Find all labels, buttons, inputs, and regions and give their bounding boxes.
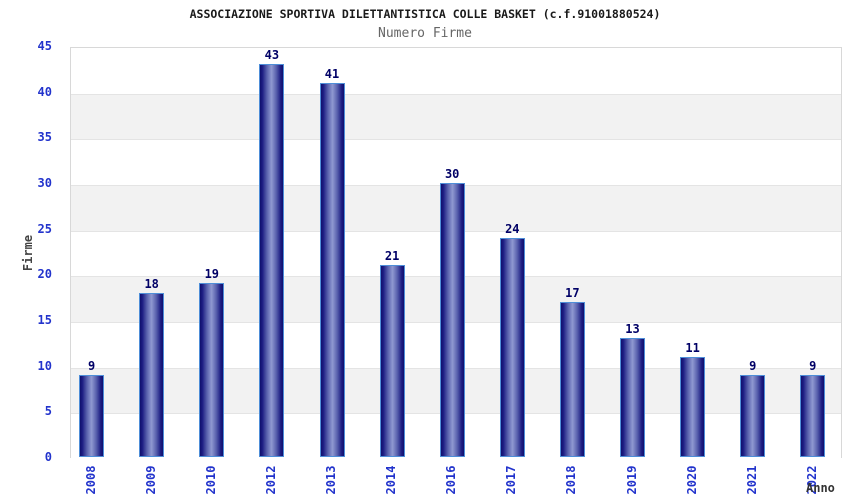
bar-2013	[319, 82, 345, 457]
y-tick-label: 5	[44, 404, 52, 419]
x-tick-label: 2016	[444, 465, 459, 495]
y-tick-label: 10	[37, 358, 52, 373]
bar-2019	[620, 338, 645, 457]
y-tick-label: 45	[37, 39, 52, 53]
bar-value-label: 18	[144, 276, 159, 291]
bar-2020	[680, 356, 706, 457]
x-tick-label: 2013	[324, 465, 338, 495]
y-tick-label: 40	[37, 84, 52, 99]
bar-2018	[559, 301, 585, 457]
bar-value-label: 17	[565, 285, 580, 300]
bar-2008	[79, 374, 105, 457]
x-axis-title: Anno	[806, 481, 835, 495]
x-tick-label: 2020	[684, 465, 699, 495]
gridline	[71, 139, 841, 141]
bar-value-label: 9	[809, 358, 817, 373]
x-tick-label: 2018	[564, 465, 579, 495]
plot-band	[71, 93, 841, 140]
bar-value-label: 41	[324, 66, 340, 81]
bar-2009	[139, 292, 165, 457]
bar-2016	[439, 183, 465, 457]
x-tick-label: 2021	[744, 465, 759, 495]
y-tick-label: 25	[37, 221, 52, 236]
y-tick-label: 15	[37, 313, 52, 327]
x-tick-label: 2019	[624, 465, 639, 495]
x-tick-label: 2009	[143, 465, 158, 495]
bar-2017	[499, 237, 525, 457]
bar-2010	[199, 283, 225, 457]
y-tick-label: 20	[37, 267, 52, 282]
bar-value-label: 43	[264, 48, 280, 63]
bar-value-label: 11	[685, 340, 700, 355]
bar-value-label: 13	[625, 322, 640, 337]
x-tick-label: 2017	[504, 465, 519, 495]
x-tick-label: 2014	[384, 465, 399, 495]
bar-value-label: 30	[444, 167, 460, 181]
x-tick-label: 2008	[83, 465, 98, 495]
bar-value-label: 24	[505, 221, 520, 236]
x-tick-label: 2012	[263, 465, 278, 495]
y-axis-title: Firme	[21, 234, 35, 272]
plot-area: 9 18 19 43 41 21 30 24 17 13 11 9 9	[70, 47, 842, 459]
bar-value-label: 19	[204, 267, 220, 282]
bar-2022	[800, 374, 826, 457]
bar-value-label: 9	[749, 358, 757, 373]
y-tick-label: 35	[37, 130, 52, 145]
bar-2014	[379, 265, 405, 457]
bar-2021	[740, 374, 766, 457]
bar-value-label: 21	[384, 249, 400, 264]
gridline	[71, 93, 841, 95]
y-tick-label: 0	[44, 450, 52, 464]
chart-title: ASSOCIAZIONE SPORTIVA DILETTANTISTICA CO…	[189, 7, 661, 21]
chart-subtitle: Numero Firme	[378, 26, 472, 41]
y-tick-label: 30	[37, 176, 52, 190]
bar-value-label: 9	[87, 358, 96, 373]
plot-band	[71, 139, 841, 185]
x-tick-label: 2010	[203, 465, 218, 495]
bar-2012	[259, 64, 285, 457]
plot-band	[71, 48, 841, 94]
